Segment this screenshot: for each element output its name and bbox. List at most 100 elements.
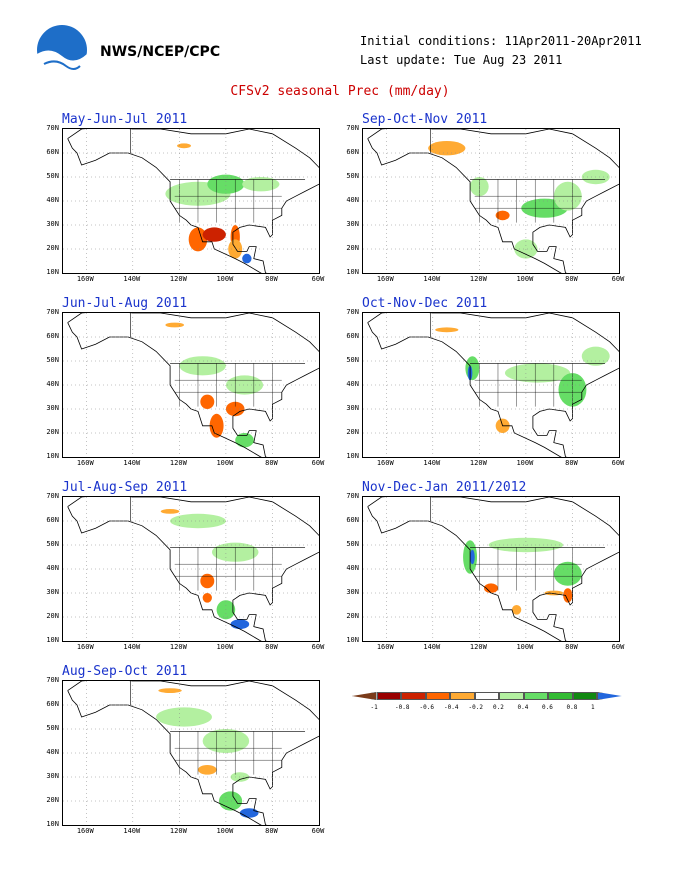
precip-map [62,680,320,826]
colorbar-swatch [597,692,622,700]
lat-tick-label: 10N [346,268,359,276]
coastline [67,129,319,273]
lon-tick-label: 160W [76,459,94,467]
panel-title: Sep-Oct-Nov 2011 [362,112,488,127]
colorbar-swatch [548,692,573,700]
lat-tick-label: 20N [46,244,59,252]
anomaly-shading [218,791,243,811]
lat-tick-label: 60N [46,700,59,708]
precip-map [362,128,620,274]
lat-tick-label: 20N [46,796,59,804]
lat-tick-label: 60N [346,148,359,156]
lat-tick-label: 40N [346,380,359,388]
lat-tick-label: 10N [46,268,59,276]
lon-tick-label: 100W [216,275,234,283]
lon-tick-label: 120W [169,459,187,467]
lon-tick-label: 140W [123,827,141,835]
anomaly-shading [160,509,180,514]
lat-tick-label: 30N [346,588,359,596]
lon-tick-label: 160W [76,643,94,651]
anomaly-shading [177,143,191,149]
lon-tick-label: 100W [516,459,534,467]
lat-tick-label: 40N [346,564,359,572]
lon-tick-label: 140W [423,459,441,467]
lon-tick-label: 80W [265,275,278,283]
lon-tick-label: 60W [311,643,325,651]
colorbar-label: -0.4 [444,704,459,711]
lon-tick-label: 120W [469,275,487,283]
lat-tick-label: 50N [346,172,359,180]
anomaly-shading [156,707,212,727]
anomaly-shading [563,588,573,603]
lat-tick-label: 20N [46,428,59,436]
anomaly-shading [242,253,252,264]
colorbar-swatch [450,692,475,700]
lon-tick-label: 120W [469,643,487,651]
anomaly-shading [428,141,466,156]
precip-map [62,312,320,458]
lon-tick-label: 60W [611,275,625,283]
lat-tick-label: 10N [346,636,359,644]
lon-tick-label: 160W [376,459,394,467]
lat-tick-label: 20N [346,612,359,620]
coastline [67,313,319,457]
lon-tick-label: 60W [611,459,625,467]
colorbar-label: 1 [591,704,595,711]
anomaly-shading [200,394,215,409]
lat-tick-label: 40N [346,196,359,204]
lon-tick-label: 140W [123,275,141,283]
lat-tick-label: 20N [346,428,359,436]
lat-tick-label: 40N [46,380,59,388]
lat-tick-label: 50N [46,356,59,364]
lat-tick-label: 50N [346,540,359,548]
panel-title: Jul-Aug-Sep 2011 [62,480,188,495]
anomaly-shading [435,327,459,333]
colorbar-label: -0.8 [395,704,410,711]
coastline [367,129,619,273]
precip-map [62,128,320,274]
lat-tick-label: 60N [346,332,359,340]
lat-tick-label: 70N [46,308,59,316]
lon-tick-label: 160W [376,275,394,283]
lat-tick-label: 50N [46,172,59,180]
colorbar-label: 0.4 [517,704,529,711]
coastline [367,497,619,641]
lat-tick-label: 70N [46,124,59,132]
panel-title: Oct-Nov-Dec 2011 [362,296,488,311]
lat-tick-label: 30N [346,404,359,412]
colorbar-swatch [352,692,377,700]
lon-tick-label: 120W [169,827,187,835]
anomaly-shading [202,227,226,242]
lon-tick-label: 60W [311,827,325,835]
colorbar-swatch [523,692,548,700]
lat-tick-label: 30N [46,772,59,780]
lat-tick-label: 10N [346,452,359,460]
page-title: CFSv2 seasonal Prec (mm/day) [230,84,450,99]
lat-tick-label: 70N [46,676,59,684]
anomaly-shading [504,363,571,383]
lon-tick-label: 60W [311,459,325,467]
lon-tick-label: 80W [565,643,578,651]
anomaly-shading [239,808,259,818]
lon-tick-label: 140W [123,459,141,467]
lon-tick-label: 80W [265,643,278,651]
lon-tick-label: 100W [516,275,534,283]
anomaly-shading [209,413,224,438]
anomaly-shading [165,322,185,328]
lon-tick-label: 80W [265,459,278,467]
anomaly-shading [470,549,475,565]
lon-tick-label: 100W [216,827,234,835]
lat-tick-label: 10N [46,452,59,460]
anomaly-shading [581,346,610,366]
colorbar-swatch [572,692,597,700]
lon-tick-label: 100W [216,459,234,467]
lon-tick-label: 140W [423,275,441,283]
colorbar-swatch [499,692,524,700]
colorbar-label: -0.2 [468,704,483,711]
lat-tick-label: 10N [46,636,59,644]
lon-tick-label: 120W [169,643,187,651]
lon-tick-label: 60W [311,275,325,283]
lat-tick-label: 30N [46,404,59,412]
precip-map [362,496,620,642]
colorbar-swatch [474,692,499,700]
